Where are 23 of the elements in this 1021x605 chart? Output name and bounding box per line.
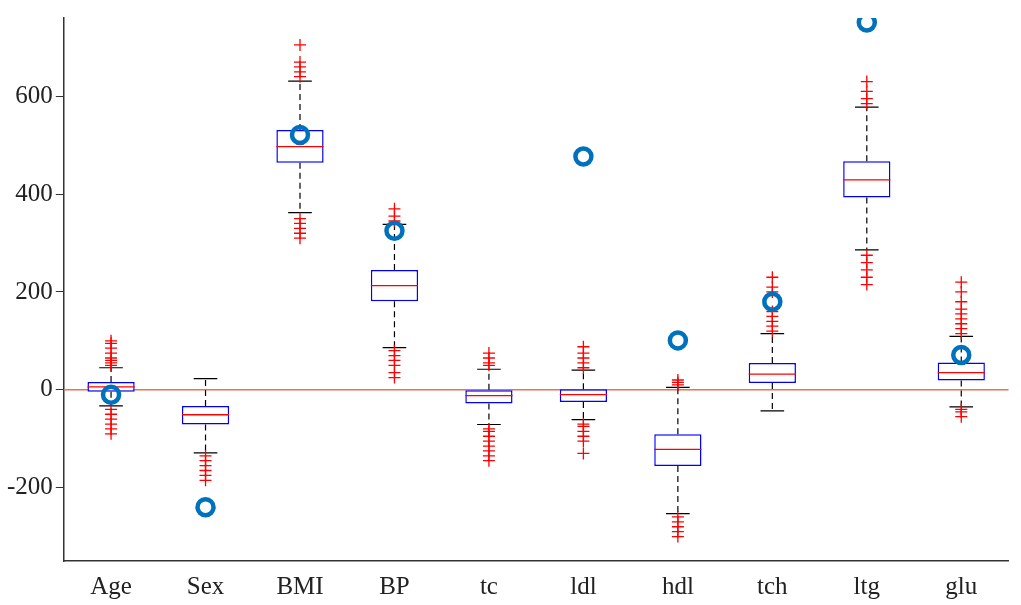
x-tick-label: hdl bbox=[661, 571, 694, 599]
x-tick-label: tc bbox=[479, 571, 498, 599]
x-tick-label: BMI bbox=[276, 571, 324, 599]
point bbox=[195, 496, 216, 518]
point bbox=[384, 220, 405, 242]
point bbox=[573, 146, 594, 167]
y-tick-label: 400 bbox=[15, 178, 53, 206]
y-tick-label: 0 bbox=[40, 374, 53, 402]
x-tick-label: ldl bbox=[570, 571, 597, 599]
point bbox=[762, 291, 783, 312]
x-tick-label: Sex bbox=[186, 571, 225, 599]
point bbox=[100, 384, 122, 405]
point bbox=[289, 124, 311, 146]
point bbox=[951, 344, 972, 366]
y-tick-label: 200 bbox=[15, 276, 53, 304]
x-tick-label: BP bbox=[379, 571, 410, 599]
point bbox=[667, 330, 689, 351]
y-tick-label: -200 bbox=[7, 472, 53, 500]
x-tick-label: glu bbox=[945, 571, 978, 599]
y-tick-label: 600 bbox=[15, 80, 53, 108]
x-tick-label: Age bbox=[90, 571, 132, 599]
x-tick-label: ltg bbox=[853, 571, 881, 599]
x-tick-label: tch bbox=[757, 571, 789, 599]
